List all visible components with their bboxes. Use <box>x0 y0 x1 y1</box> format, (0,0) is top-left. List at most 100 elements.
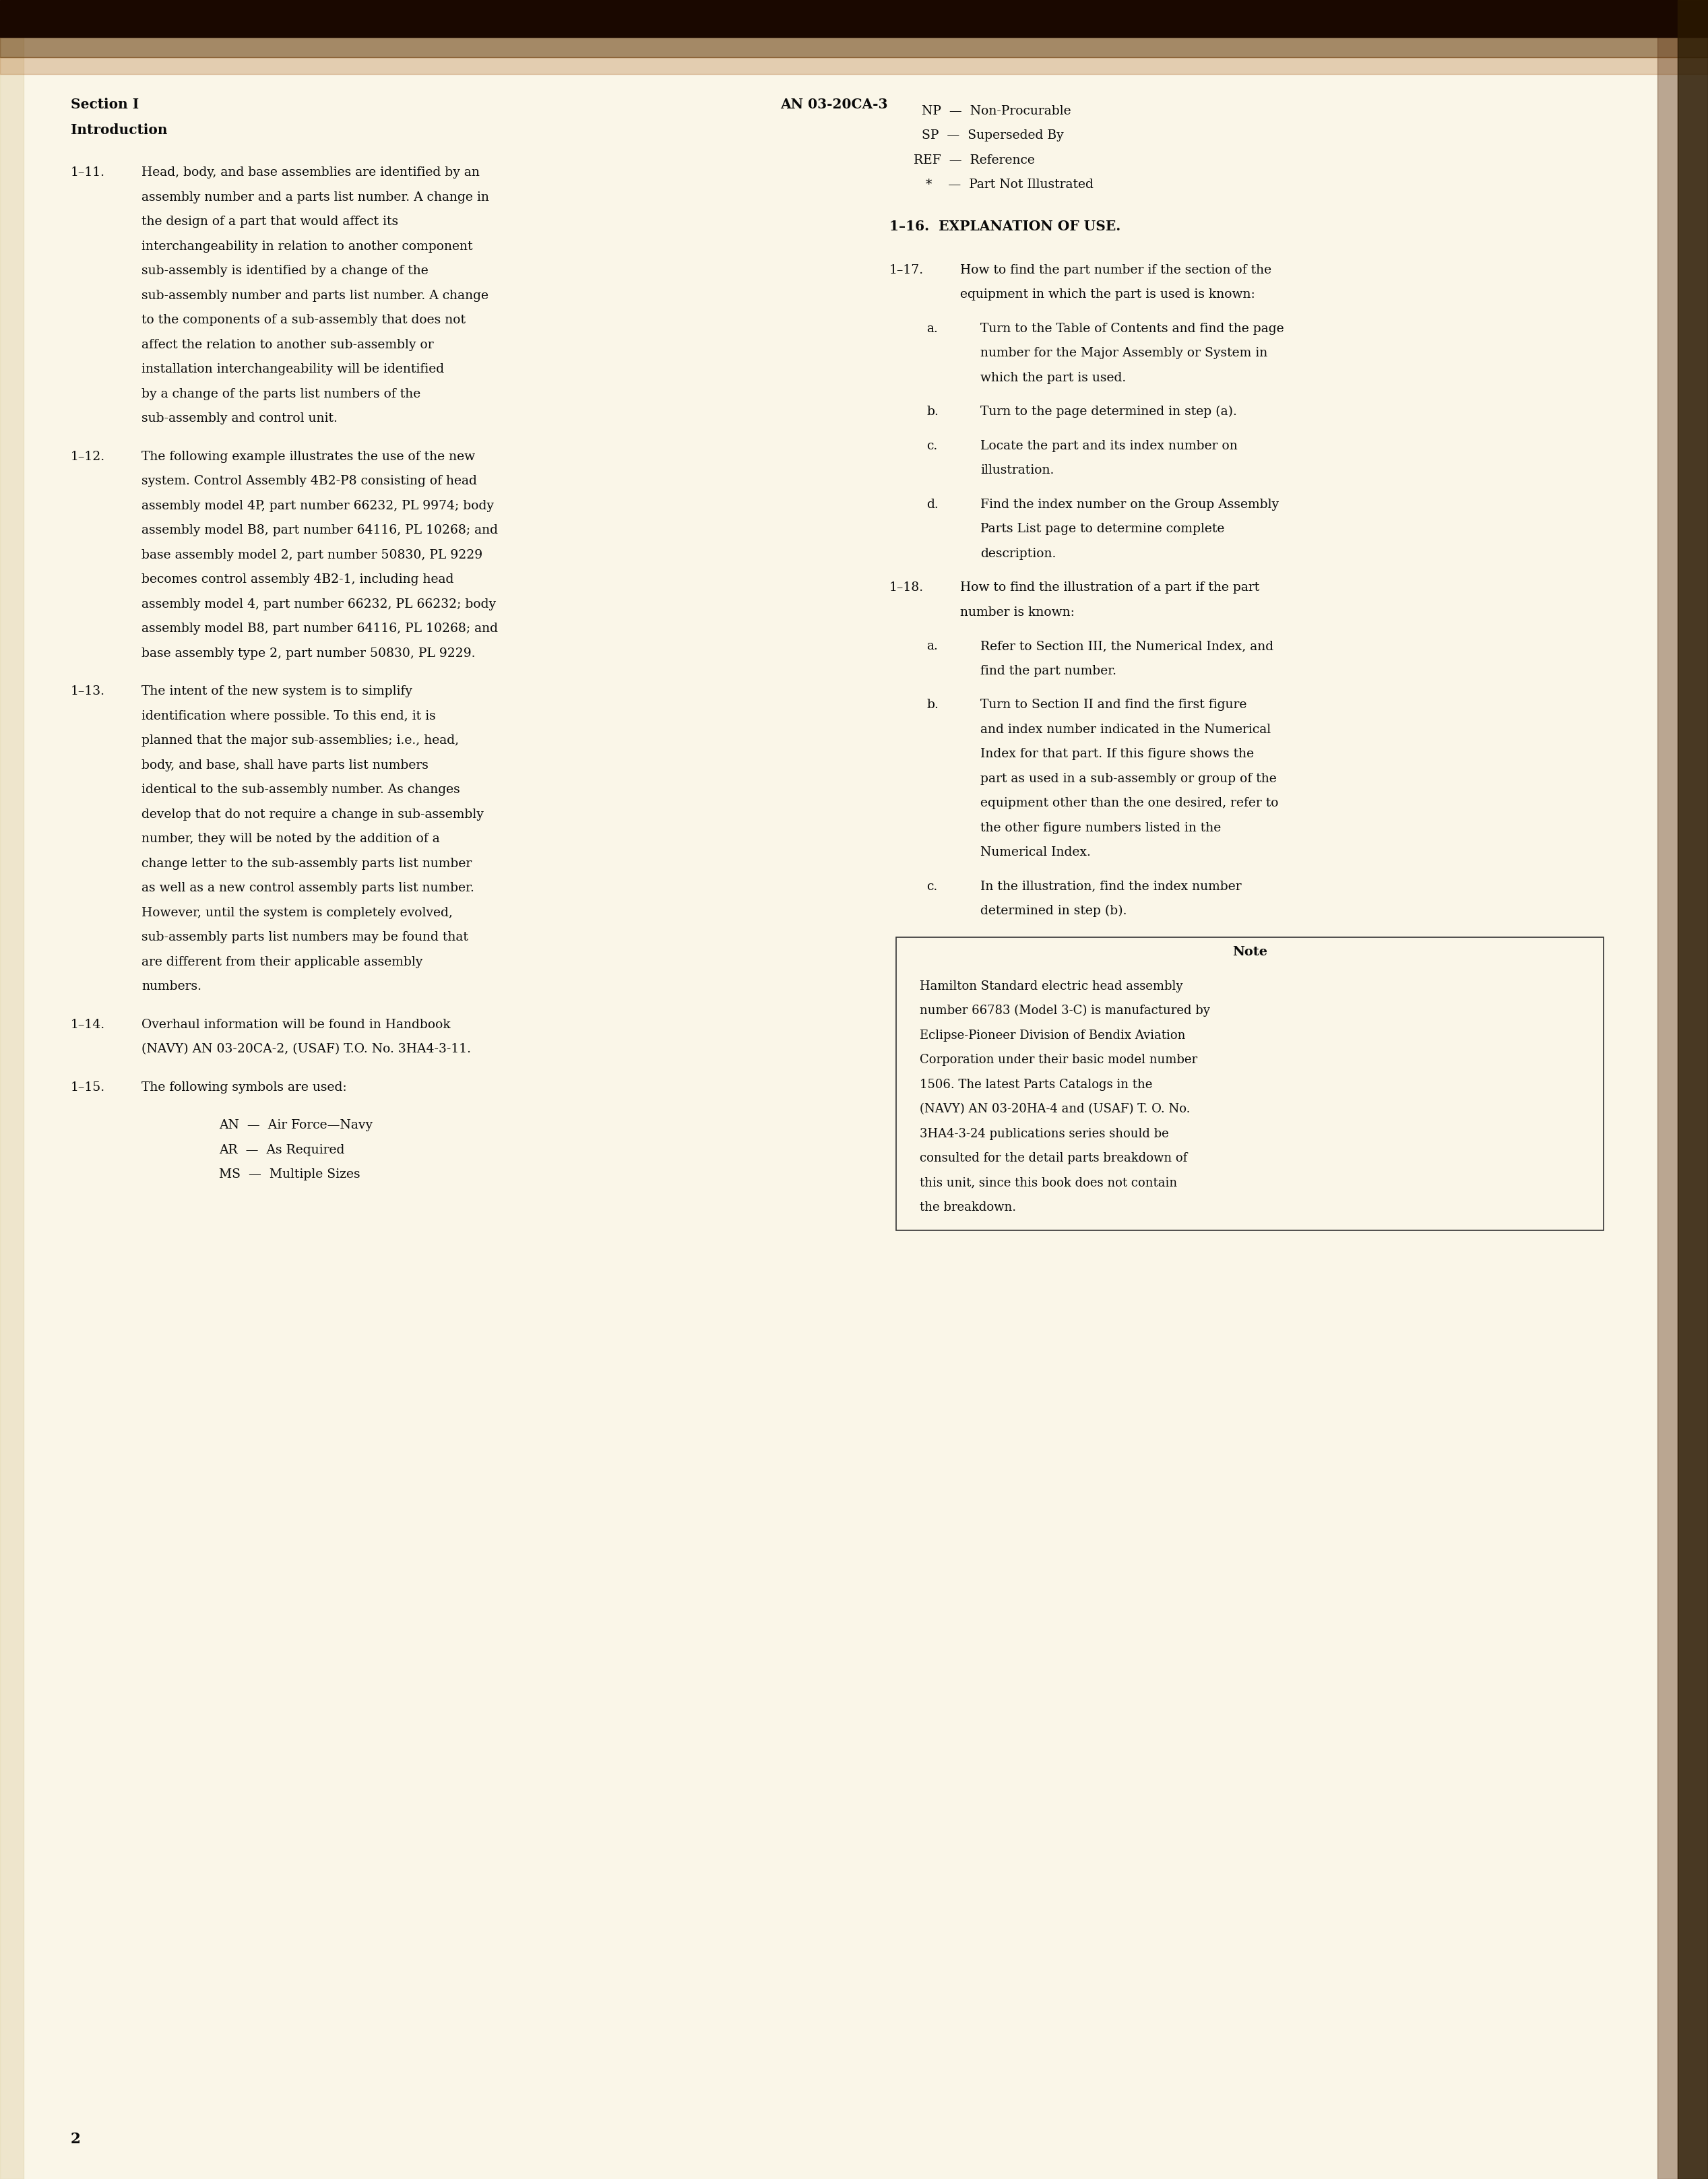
Text: 1–14.: 1–14. <box>70 1018 106 1031</box>
Text: as well as a new control assembly parts list number.: as well as a new control assembly parts … <box>142 882 475 893</box>
Text: Head, body, and base assemblies are identified by an: Head, body, and base assemblies are iden… <box>142 166 480 179</box>
Text: assembly model B8, part number 64116, PL 10268; and: assembly model B8, part number 64116, PL… <box>142 623 499 634</box>
Bar <box>0 0 24 2179</box>
Text: Turn to the Table of Contents and find the page: Turn to the Table of Contents and find t… <box>980 322 1284 336</box>
Text: Corporation under their basic model number: Corporation under their basic model numb… <box>919 1055 1197 1066</box>
Text: NP  —  Non-Procurable: NP — Non-Procurable <box>910 105 1071 118</box>
Text: Section I: Section I <box>70 98 138 111</box>
Text: identical to the sub-assembly number. As changes: identical to the sub-assembly number. As… <box>142 784 459 795</box>
Text: to the components of a sub-assembly that does not: to the components of a sub-assembly that… <box>142 314 466 327</box>
Text: How to find the illustration of a part if the part: How to find the illustration of a part i… <box>960 582 1259 593</box>
Text: (NAVY) AN 03-20CA-2, (USAF) T.O. No. 3HA4-3-11.: (NAVY) AN 03-20CA-2, (USAF) T.O. No. 3HA… <box>142 1044 471 1055</box>
Text: In the illustration, find the index number: In the illustration, find the index numb… <box>980 880 1242 893</box>
Text: identification where possible. To this end, it is: identification where possible. To this e… <box>142 710 436 721</box>
Text: assembly model 4P, part number 66232, PL 9974; body: assembly model 4P, part number 66232, PL… <box>142 499 494 512</box>
Text: number 66783 (Model 3-C) is manufactured by: number 66783 (Model 3-C) is manufactured… <box>919 1005 1209 1018</box>
Text: Note: Note <box>1231 946 1267 959</box>
Text: are different from their applicable assembly: are different from their applicable asse… <box>142 957 422 967</box>
Text: 1–12.: 1–12. <box>70 451 106 462</box>
Text: MS  —  Multiple Sizes: MS — Multiple Sizes <box>219 1168 360 1181</box>
Text: 1506. The latest Parts Catalogs in the: 1506. The latest Parts Catalogs in the <box>919 1079 1153 1092</box>
Text: AN  —  Air Force—Navy: AN — Air Force—Navy <box>219 1120 372 1131</box>
Text: The intent of the new system is to simplify: The intent of the new system is to simpl… <box>142 686 412 697</box>
Text: interchangeability in relation to another component: interchangeability in relation to anothe… <box>142 240 473 253</box>
Text: the other figure numbers listed in the: the other figure numbers listed in the <box>980 821 1221 835</box>
Text: b.: b. <box>926 405 938 418</box>
Text: b.: b. <box>926 699 938 710</box>
Text: change letter to the sub-assembly parts list number: change letter to the sub-assembly parts … <box>142 859 471 869</box>
Bar <box>0 37 1708 57</box>
Text: body, and base, shall have parts list numbers: body, and base, shall have parts list nu… <box>142 758 429 771</box>
Text: the design of a part that would affect its: the design of a part that would affect i… <box>142 216 398 229</box>
Text: installation interchangeability will be identified: installation interchangeability will be … <box>142 364 444 375</box>
Text: AN 03-20CA-3: AN 03-20CA-3 <box>781 98 888 111</box>
Text: REF  —  Reference: REF — Reference <box>910 155 1035 166</box>
Text: c.: c. <box>926 880 938 893</box>
Text: assembly model B8, part number 64116, PL 10268; and: assembly model B8, part number 64116, PL… <box>142 525 499 536</box>
Text: description.: description. <box>980 547 1056 560</box>
Text: 1–15.: 1–15. <box>70 1081 106 1094</box>
Text: Parts List page to determine complete: Parts List page to determine complete <box>980 523 1225 536</box>
Text: However, until the system is completely evolved,: However, until the system is completely … <box>142 906 453 920</box>
Text: 1–11.: 1–11. <box>70 166 106 179</box>
Text: 3HA4-3-24 publications series should be: 3HA4-3-24 publications series should be <box>919 1129 1168 1140</box>
Text: *    —  Part Not Illustrated: * — Part Not Illustrated <box>910 179 1093 192</box>
Text: base assembly model 2, part number 50830, PL 9229: base assembly model 2, part number 50830… <box>142 549 482 560</box>
Text: Locate the part and its index number on: Locate the part and its index number on <box>980 440 1238 451</box>
Text: Find the index number on the Group Assembly: Find the index number on the Group Assem… <box>980 499 1279 510</box>
Text: Turn to Section II and find the first figure: Turn to Section II and find the first fi… <box>980 699 1247 710</box>
Text: and index number indicated in the Numerical: and index number indicated in the Numeri… <box>980 723 1271 737</box>
Text: becomes control assembly 4B2-1, including head: becomes control assembly 4B2-1, includin… <box>142 573 454 586</box>
Text: 1–17.: 1–17. <box>890 264 924 277</box>
Text: Turn to the page determined in step (a).: Turn to the page determined in step (a). <box>980 405 1237 418</box>
Text: a.: a. <box>926 641 938 652</box>
Text: d.: d. <box>926 499 938 510</box>
Bar <box>0 57 1708 74</box>
Text: 2: 2 <box>70 2131 80 2146</box>
Text: How to find the part number if the section of the: How to find the part number if the secti… <box>960 264 1271 277</box>
Text: 1–18.: 1–18. <box>890 582 924 593</box>
Text: sub-assembly parts list numbers may be found that: sub-assembly parts list numbers may be f… <box>142 930 468 944</box>
Bar <box>0 0 1708 37</box>
Text: (NAVY) AN 03-20HA-4 and (USAF) T. O. No.: (NAVY) AN 03-20HA-4 and (USAF) T. O. No. <box>919 1103 1190 1116</box>
Text: number is known:: number is known: <box>960 606 1074 619</box>
Text: planned that the major sub-assemblies; i.e., head,: planned that the major sub-assemblies; i… <box>142 734 459 747</box>
Text: find the part number.: find the part number. <box>980 665 1117 678</box>
Text: system. Control Assembly 4B2-P8 consisting of head: system. Control Assembly 4B2-P8 consisti… <box>142 475 477 488</box>
Text: sub-assembly is identified by a change of the: sub-assembly is identified by a change o… <box>142 266 429 277</box>
Text: SP  —  Superseded By: SP — Superseded By <box>910 131 1064 142</box>
Text: sub-assembly number and parts list number. A change: sub-assembly number and parts list numbe… <box>142 290 488 301</box>
Text: the breakdown.: the breakdown. <box>919 1201 1016 1214</box>
Text: assembly number and a parts list number. A change in: assembly number and a parts list number.… <box>142 192 488 203</box>
Text: which the part is used.: which the part is used. <box>980 373 1126 384</box>
Text: Introduction: Introduction <box>70 124 167 137</box>
Text: numbers.: numbers. <box>142 981 202 994</box>
Text: develop that do not require a change in sub-assembly: develop that do not require a change in … <box>142 808 483 821</box>
Text: number, they will be noted by the addition of a: number, they will be noted by the additi… <box>142 832 439 845</box>
Text: part as used in a sub-assembly or group of the: part as used in a sub-assembly or group … <box>980 774 1276 784</box>
Bar <box>897 937 1604 1231</box>
Text: consulted for the detail parts breakdown of: consulted for the detail parts breakdown… <box>919 1153 1187 1164</box>
Text: Overhaul information will be found in Handbook: Overhaul information will be found in Ha… <box>142 1018 451 1031</box>
Text: c.: c. <box>926 440 938 451</box>
Text: Refer to Section III, the Numerical Index, and: Refer to Section III, the Numerical Inde… <box>980 641 1274 652</box>
Text: The following symbols are used:: The following symbols are used: <box>142 1081 347 1094</box>
Text: The following example illustrates the use of the new: The following example illustrates the us… <box>142 451 475 462</box>
Text: Index for that part. If this figure shows the: Index for that part. If this figure show… <box>980 747 1254 760</box>
Text: illustration.: illustration. <box>980 464 1054 477</box>
Text: affect the relation to another sub-assembly or: affect the relation to another sub-assem… <box>142 338 434 351</box>
Text: equipment other than the one desired, refer to: equipment other than the one desired, re… <box>980 798 1279 808</box>
Bar <box>1677 0 1708 2179</box>
Text: assembly model 4, part number 66232, PL 66232; body: assembly model 4, part number 66232, PL … <box>142 597 495 610</box>
Text: base assembly type 2, part number 50830, PL 9229.: base assembly type 2, part number 50830,… <box>142 647 475 660</box>
Text: this unit, since this book does not contain: this unit, since this book does not cont… <box>919 1177 1177 1190</box>
Text: Hamilton Standard electric head assembly: Hamilton Standard electric head assembly <box>919 981 1184 991</box>
Text: by a change of the parts list numbers of the: by a change of the parts list numbers of… <box>142 388 420 401</box>
Text: determined in step (b).: determined in step (b). <box>980 904 1127 917</box>
Text: AR  —  As Required: AR — As Required <box>219 1144 345 1157</box>
Text: a.: a. <box>926 322 938 336</box>
Text: equipment in which the part is used is known:: equipment in which the part is used is k… <box>960 288 1255 301</box>
Bar <box>1657 0 1677 2179</box>
Text: number for the Major Assembly or System in: number for the Major Assembly or System … <box>980 346 1267 360</box>
Text: Eclipse-Pioneer Division of Bendix Aviation: Eclipse-Pioneer Division of Bendix Aviat… <box>919 1028 1185 1042</box>
